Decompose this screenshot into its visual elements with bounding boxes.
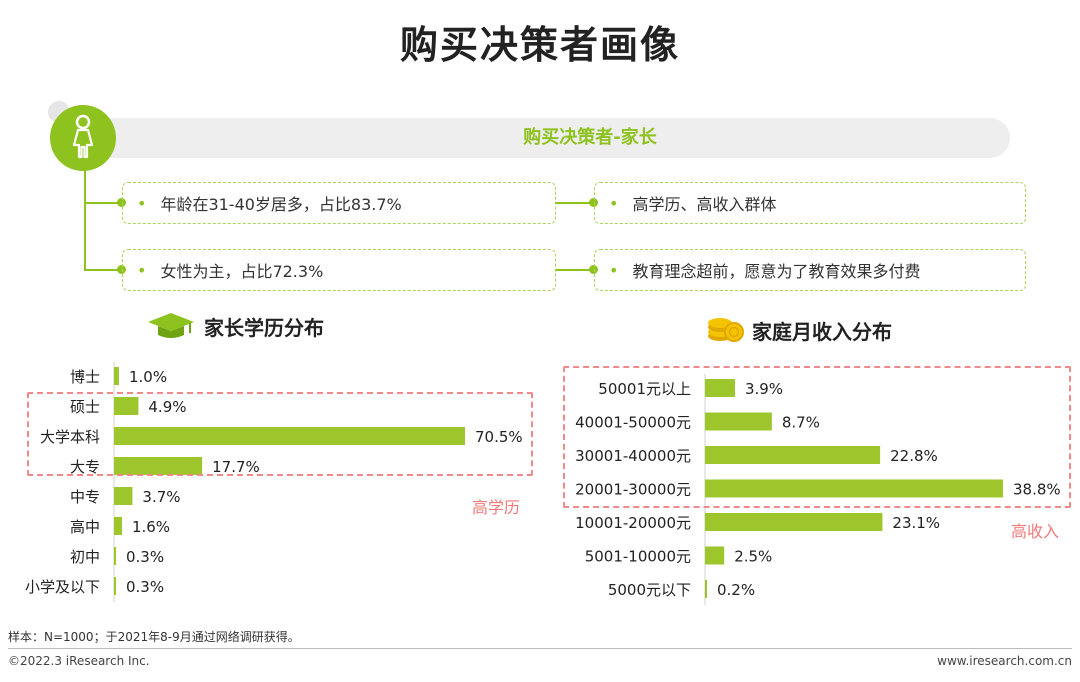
category-label: 中专 <box>70 488 100 506</box>
bar <box>114 397 139 415</box>
category-label: 30001-40000元 <box>575 447 691 465</box>
value-label: 3.7% <box>142 488 180 506</box>
high-income-label: 高收入 <box>1011 522 1060 541</box>
category-label: 40001-50000元 <box>575 414 691 432</box>
category-label: 50001元以上 <box>598 380 691 398</box>
value-label: 17.7% <box>212 458 260 476</box>
website: www.iresearch.com.cn <box>937 654 1072 668</box>
category-label: 大专 <box>70 458 100 476</box>
high-income-highlight <box>563 366 1071 508</box>
bar <box>705 446 881 464</box>
bar <box>114 427 465 445</box>
trait-text: 教育理念超前，愿意为了教育效果多付费 <box>632 262 921 281</box>
bar <box>705 379 735 397</box>
category-label: 硕士 <box>70 398 100 416</box>
category-label: 高中 <box>70 518 100 536</box>
trait-text: 高学历、高收入群体 <box>632 195 777 214</box>
category-label: 大学本科 <box>40 428 100 446</box>
value-label: 70.5% <box>475 428 523 446</box>
connector-branch <box>84 202 122 204</box>
trait-text: 年龄在31-40岁居多，占比83.7% <box>160 195 402 214</box>
value-label: 0.3% <box>126 548 164 566</box>
value-label: 1.6% <box>132 518 170 536</box>
value-label: 8.7% <box>782 414 820 432</box>
bar <box>705 546 725 565</box>
income-heading: 家庭月收入分布 <box>752 320 892 344</box>
bar <box>114 367 119 385</box>
high-education-label: 高学历 <box>472 498 521 517</box>
category-label: 20001-30000元 <box>575 481 691 499</box>
coins-icon <box>706 310 746 348</box>
category-label: 博士 <box>70 368 100 386</box>
footer-divider <box>8 648 1072 649</box>
bullet: • <box>609 193 619 213</box>
copyright: ©2022.3 iResearch Inc. <box>8 654 150 668</box>
female-person-icon <box>72 114 94 159</box>
bar <box>114 517 122 535</box>
category-label: 5001-10000元 <box>585 548 691 566</box>
bullet: • <box>137 260 147 280</box>
bar <box>705 580 707 598</box>
category-label: 5000元以下 <box>608 581 691 599</box>
bar <box>114 487 133 505</box>
connector-dot <box>117 198 126 207</box>
category-label: 初中 <box>70 548 100 566</box>
trait-text: 女性为主，占比72.3% <box>160 262 324 281</box>
category-label: 小学及以下 <box>25 578 100 596</box>
connector-dot <box>589 265 598 274</box>
connector-dot <box>589 198 598 207</box>
high-education-highlight <box>27 392 533 476</box>
income-chart: 50001元以上 3.9% 40001-50000元 8.7% 30001-40000元… <box>575 374 1061 605</box>
education-heading: 家长学历分布 <box>204 316 324 340</box>
graduation-cap-icon <box>146 311 196 345</box>
value-label: 0.3% <box>126 578 164 596</box>
persona-badge <box>50 105 116 171</box>
connector-vertical <box>84 171 86 269</box>
page-title: 购买决策者画像 <box>399 23 680 67</box>
trait-spending: • 教育理念超前，愿意为了教育效果多付费 <box>594 249 1026 291</box>
bar <box>705 513 883 531</box>
persona-label: 购买决策者-家长 <box>523 127 657 148</box>
persona-bar <box>90 118 1010 158</box>
bar <box>705 412 772 431</box>
category-label: 10001-20000元 <box>575 514 691 532</box>
bar <box>705 479 1003 498</box>
bar <box>114 577 116 595</box>
connector-dot <box>117 265 126 274</box>
value-label: 1.0% <box>129 368 167 386</box>
connector-branch <box>84 269 122 271</box>
value-label: 0.2% <box>717 581 755 599</box>
bar <box>114 547 116 565</box>
value-label: 22.8% <box>890 447 938 465</box>
connector-branch <box>556 269 594 271</box>
trait-age: • 年龄在31-40岁居多，占比83.7% <box>122 182 556 224</box>
value-label: 38.8% <box>1013 481 1061 499</box>
trait-education-income: • 高学历、高收入群体 <box>594 182 1026 224</box>
bullet: • <box>609 260 619 280</box>
bullet: • <box>137 193 147 213</box>
value-label: 2.5% <box>734 548 772 566</box>
value-label: 3.9% <box>745 380 783 398</box>
value-label: 23.1% <box>892 514 940 532</box>
footnote: 样本：N=1000；于2021年8-9月通过网络调研获得。 <box>8 630 300 644</box>
connector-branch <box>556 202 594 204</box>
trait-gender: • 女性为主，占比72.3% <box>122 249 556 291</box>
value-label: 4.9% <box>148 398 186 416</box>
education-chart: 博士 1.0% 硕士 4.9% 大学本科 70.5% 大专 17.7% 中专 3.7% 高中 1.6%… <box>25 362 523 602</box>
bar <box>114 457 203 475</box>
